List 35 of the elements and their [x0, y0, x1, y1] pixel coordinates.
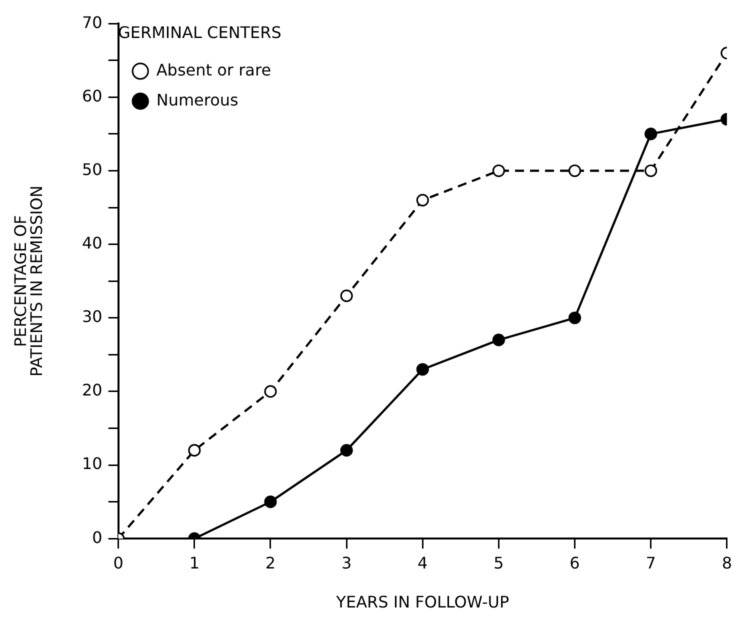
x-tick-label: 6 — [570, 553, 580, 572]
point — [492, 334, 506, 346]
legend-title: GERMINAL CENTERS — [118, 23, 282, 42]
x-axis-title: YEARS IN FOLLOW-UP — [335, 592, 510, 612]
point — [188, 444, 201, 457]
y-tick-label: 30 — [82, 307, 102, 326]
y-tick-label: 10 — [82, 454, 102, 474]
x-tick-label: 8 — [722, 553, 732, 572]
point — [340, 290, 353, 302]
point — [264, 385, 277, 398]
legend-label: Numerous — [156, 90, 238, 110]
x-tick-label: 4 — [418, 553, 428, 572]
point — [568, 164, 582, 178]
y-tick-label: 60 — [82, 86, 102, 106]
point — [340, 444, 353, 457]
x-tick-label: 2 — [265, 553, 276, 572]
point — [644, 128, 658, 140]
x-tick-label: 0 — [113, 553, 124, 572]
point — [264, 496, 277, 508]
y-tick-label: 70 — [82, 12, 102, 32]
y-tick-label: 50 — [82, 160, 102, 179]
y-tick-label: 0 — [92, 528, 102, 547]
y-tick-label: 20 — [82, 380, 102, 400]
x-tick-label: 3 — [341, 553, 352, 572]
x-tick-label: 5 — [494, 553, 504, 572]
point — [492, 164, 506, 178]
legend-label: Absent or rare — [156, 60, 272, 80]
x-tick-label: 7 — [646, 553, 656, 572]
x-tick-label: 1 — [189, 553, 200, 572]
y-axis-title: PERCENTAGE OF PATIENTS IN REMISSION — [11, 186, 46, 377]
point — [416, 194, 429, 206]
point — [644, 164, 658, 178]
y-tick-label: 40 — [82, 233, 102, 252]
point — [416, 363, 429, 376]
point — [568, 312, 582, 324]
